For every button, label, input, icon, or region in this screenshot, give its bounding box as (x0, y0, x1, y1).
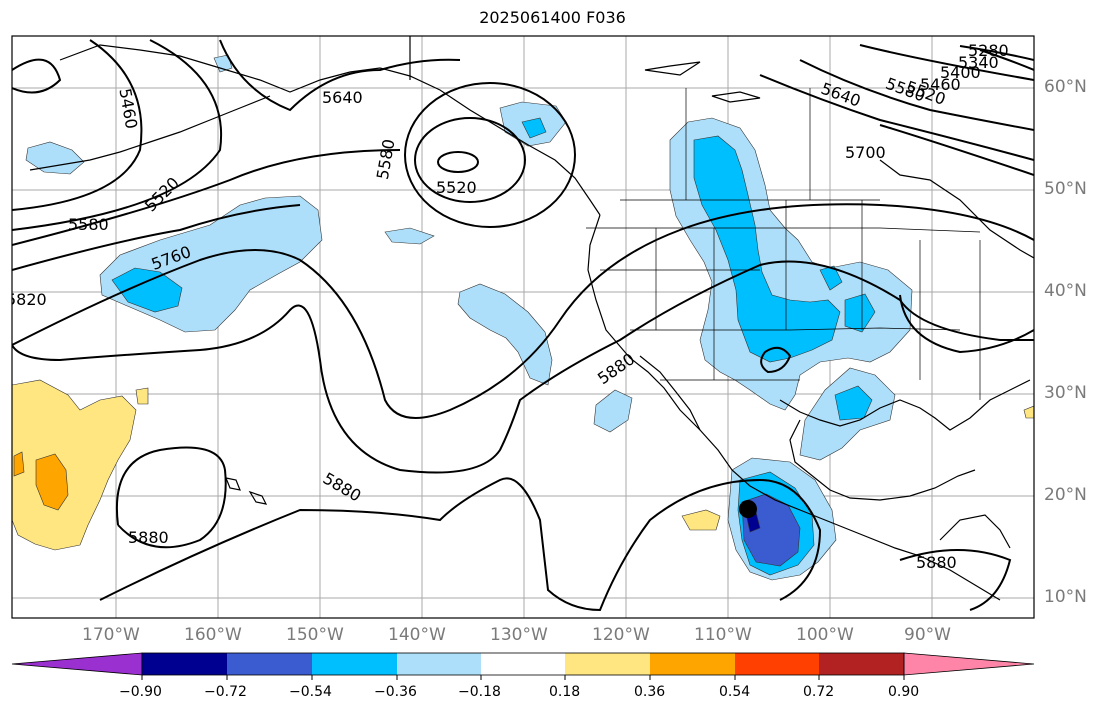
lon-label: 140°W (388, 625, 446, 645)
colorbar-tick-label: −0.18 (458, 684, 501, 700)
contour-label: 5820 (6, 290, 47, 309)
state-borders (586, 88, 981, 400)
colorbar-extend-low (11, 652, 143, 676)
colorbar-segment (227, 653, 312, 675)
colorbar-tick-label: −0.54 (289, 684, 332, 700)
colorbar-segment (650, 653, 735, 675)
lon-label: 160°W (184, 625, 242, 645)
lon-label: 120°W (592, 625, 650, 645)
shading-positive (12, 379, 1034, 551)
lon-label: 130°W (490, 625, 548, 645)
contour-label: 5880 (128, 528, 169, 547)
colorbar-tick-label: 0.72 (803, 684, 835, 700)
contour-label: 5580 (373, 138, 399, 181)
contour-label: 5460 (920, 75, 961, 94)
lat-label: 20°N (1044, 485, 1087, 505)
shading-negative (25, 54, 913, 581)
colorbar-tick-label: 0.90 (888, 684, 920, 700)
colorbar-segment (397, 653, 481, 675)
lon-label: 110°W (694, 625, 752, 645)
lat-label: 30°N (1044, 383, 1087, 403)
lat-label: 60°N (1044, 77, 1087, 97)
colorbar-tick-label: 0.18 (549, 684, 581, 700)
lat-label: 10°N (1044, 587, 1087, 607)
lon-label: 100°W (796, 625, 854, 645)
contour-label: 5460 (115, 87, 141, 130)
colorbar-tick-label: −0.90 (119, 684, 162, 700)
contour-label: 5880 (320, 469, 365, 506)
lon-label: 170°W (82, 625, 140, 645)
storm-center-dot (739, 500, 757, 518)
contour-label: 5280 (968, 41, 1009, 60)
colorbar-tick-label: 0.54 (719, 684, 751, 700)
coastlines (29, 36, 1034, 601)
contour-label: 5580 (68, 215, 109, 234)
colorbar-segment (565, 653, 650, 675)
colorbar-segment (735, 653, 819, 675)
map-frame (11, 35, 1035, 619)
contour-label: 5520 (436, 178, 477, 197)
lon-label: 90°W (904, 625, 951, 645)
contour-label: 5520 (141, 173, 183, 215)
colorbar-tick-label: −0.72 (204, 684, 247, 700)
colorbar-segment (142, 653, 227, 675)
contour-label: 5640 (322, 88, 363, 107)
contour-label: 5700 (845, 143, 886, 162)
contour-label: 5880 (594, 349, 638, 388)
colorbar-tick-label: −0.36 (374, 684, 417, 700)
colorbar (11, 652, 1035, 680)
map-title: 2025061400 F036 (479, 8, 626, 27)
contour-label: 5400 (940, 63, 981, 82)
height-contours (12, 39, 1034, 612)
contour-label: 5340 (958, 53, 999, 72)
lat-label: 40°N (1044, 281, 1087, 301)
colorbar-segment (819, 653, 904, 675)
colorbar-segment (312, 653, 397, 675)
contour-label: 5880 (916, 553, 957, 572)
colorbar-tick-label: 0.36 (634, 684, 666, 700)
lat-label: 50°N (1044, 179, 1087, 199)
colorbar-extend-high (903, 652, 1035, 676)
colorbar-segment (481, 653, 565, 675)
lon-label: 150°W (286, 625, 344, 645)
